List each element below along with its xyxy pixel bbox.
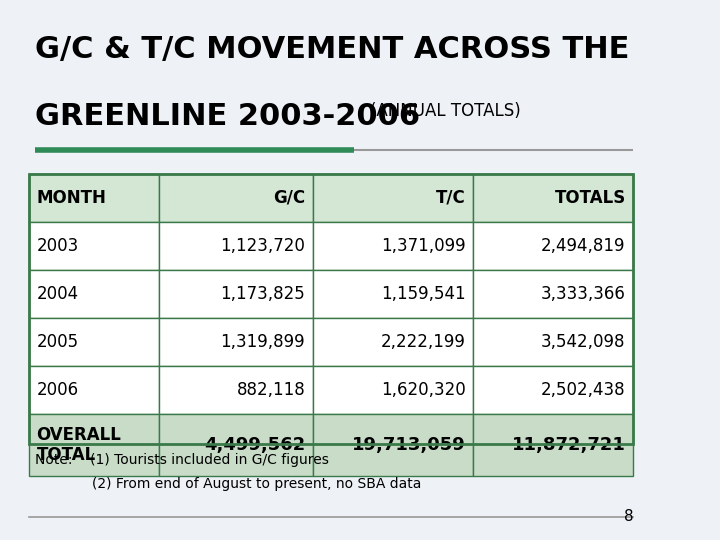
Text: (ANNUAL TOTALS): (ANNUAL TOTALS) <box>370 102 521 120</box>
Text: 2004: 2004 <box>37 285 78 303</box>
Text: 2,494,819: 2,494,819 <box>541 237 626 255</box>
Text: 1,371,099: 1,371,099 <box>381 237 465 255</box>
Bar <box>473 174 634 222</box>
Text: 4,499,562: 4,499,562 <box>204 436 305 454</box>
Bar <box>313 174 473 222</box>
Bar <box>29 174 634 444</box>
Text: 3,333,366: 3,333,366 <box>541 285 626 303</box>
Bar <box>29 318 159 366</box>
Text: 1,159,541: 1,159,541 <box>381 285 465 303</box>
Text: 2003: 2003 <box>37 237 78 255</box>
Bar <box>473 270 634 318</box>
Bar <box>159 318 313 366</box>
Bar <box>313 222 473 270</box>
Text: Note:    (1) Tourists included in G/C figures: Note: (1) Tourists included in G/C figur… <box>35 453 329 467</box>
Bar <box>29 366 159 414</box>
Bar <box>473 318 634 366</box>
Bar <box>159 174 313 222</box>
Text: 882,118: 882,118 <box>236 381 305 399</box>
Text: 1,123,720: 1,123,720 <box>220 237 305 255</box>
Text: T/C: T/C <box>436 189 465 207</box>
Bar <box>159 414 313 476</box>
Text: 19,713,059: 19,713,059 <box>351 436 465 454</box>
Text: MONTH: MONTH <box>37 189 107 207</box>
Text: TOTALS: TOTALS <box>554 189 626 207</box>
Bar <box>159 222 313 270</box>
Text: 2005: 2005 <box>37 333 78 351</box>
Text: OVERALL
TOTAL: OVERALL TOTAL <box>37 426 122 464</box>
Bar <box>473 222 634 270</box>
Text: (2) From end of August to present, no SBA data: (2) From end of August to present, no SB… <box>35 477 422 491</box>
Text: G/C & T/C MOVEMENT ACROSS THE: G/C & T/C MOVEMENT ACROSS THE <box>35 35 630 64</box>
Text: GREENLINE 2003-2006: GREENLINE 2003-2006 <box>35 102 420 131</box>
Bar <box>313 414 473 476</box>
Bar <box>29 222 159 270</box>
Text: 2006: 2006 <box>37 381 78 399</box>
Bar <box>313 270 473 318</box>
Bar <box>159 366 313 414</box>
Bar <box>313 366 473 414</box>
Text: 3,542,098: 3,542,098 <box>541 333 626 351</box>
Text: 2,502,438: 2,502,438 <box>541 381 626 399</box>
Bar <box>473 366 634 414</box>
Text: 11,872,721: 11,872,721 <box>512 436 626 454</box>
Bar <box>29 414 159 476</box>
Text: 1,319,899: 1,319,899 <box>220 333 305 351</box>
Text: 1,620,320: 1,620,320 <box>381 381 465 399</box>
Text: 1,173,825: 1,173,825 <box>220 285 305 303</box>
Bar <box>29 270 159 318</box>
Bar <box>473 414 634 476</box>
Text: G/C: G/C <box>273 189 305 207</box>
Bar <box>159 270 313 318</box>
Text: 2,222,199: 2,222,199 <box>381 333 465 351</box>
Bar <box>313 318 473 366</box>
Bar <box>29 174 159 222</box>
Text: 8: 8 <box>624 509 634 524</box>
